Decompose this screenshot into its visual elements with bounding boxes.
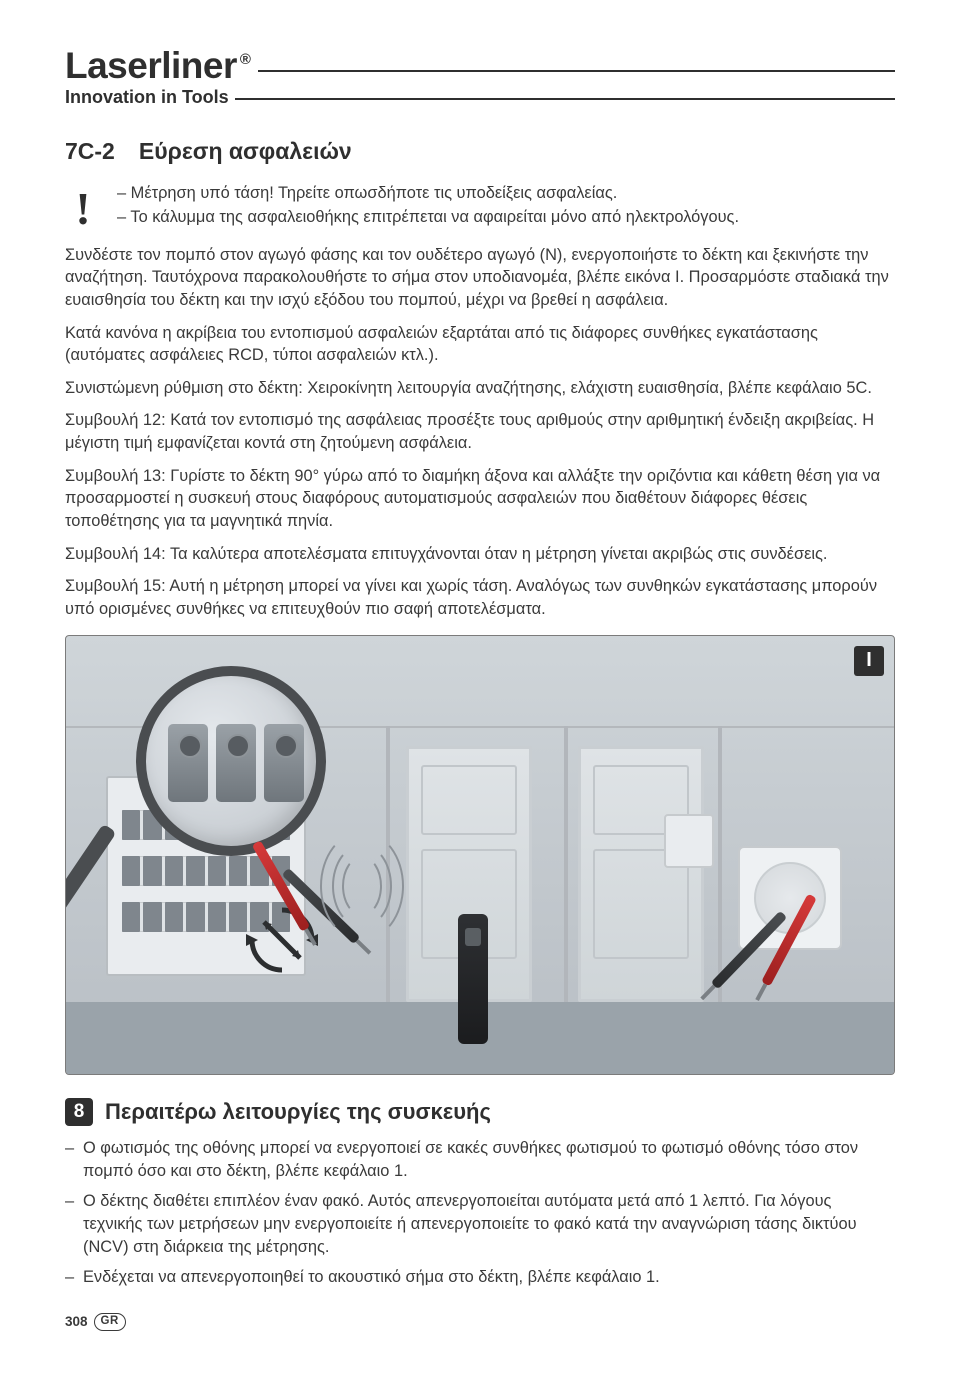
warning-line-2: – Το κάλυμμα της ασφαλειοθήκης επιτρέπετ…	[117, 206, 739, 229]
section-8-title: Περαιτέρω λειτουργίες της συσκευής	[105, 1097, 491, 1127]
body-para-3: Συνιστώμενη ρύθμιση στο δέκτη: Χειροκίνη…	[65, 377, 895, 400]
body-para-6: Συμβουλή 14: Τα καλύτερα αποτελέσματα επ…	[65, 543, 895, 566]
section-code: 7C-2	[65, 136, 115, 168]
brand-header: Laserliner ® Innovation in Tools	[65, 40, 895, 110]
brand-rule	[258, 70, 895, 72]
body-para-1: Συνδέστε τον πομπό στον αγωγό φάσης και …	[65, 244, 895, 312]
list-item: Ενδέχεται να απενεργοποιηθεί το ακουστικ…	[65, 1266, 895, 1289]
body-para-7: Συμβουλή 15: Αυτή η μέτρηση μπορεί να γί…	[65, 575, 895, 620]
registered-icon: ®	[240, 50, 251, 71]
section-8-list: Ο φωτισμός της οθόνης μπορεί να ενεργοπο…	[65, 1137, 895, 1289]
section-8-number: 8	[65, 1098, 93, 1126]
tagline-rule	[235, 98, 895, 100]
figure-i: I	[65, 635, 895, 1075]
page-footer: 308 GR	[65, 1313, 895, 1332]
room-illustration	[66, 636, 894, 1074]
warning-line-1: – Μέτρηση υπό τάση! Τηρείτε οπωσδήποτε τ…	[117, 182, 739, 205]
body-para-4: Συμβουλή 12: Κατά τον εντοπισμό της ασφά…	[65, 409, 895, 454]
magnifier-icon	[136, 666, 326, 856]
wall-switch	[664, 814, 714, 868]
section-7c2-header: 7C-2 Εύρεση ασφαλειών	[65, 136, 895, 168]
receiver-device	[458, 914, 488, 1044]
section-title: Εύρεση ασφαλειών	[139, 136, 352, 168]
body-para-5: Συμβουλή 13: Γυρίστε το δέκτη 90° γύρω α…	[65, 465, 895, 533]
rotate-arrows-icon	[246, 904, 318, 976]
list-item: Ο δέκτης διαθέτει επιπλέον έναν φακό. Αυ…	[65, 1190, 895, 1258]
page-number: 308	[65, 1313, 88, 1332]
body-para-2: Κατά κανόνα η ακρίβεια του εντοπισμού ασ…	[65, 322, 895, 367]
language-pill: GR	[94, 1313, 126, 1331]
warning-block: ! – Μέτρηση υπό τάση! Τηρείτε οπωσδήποτε…	[65, 182, 895, 232]
exclamation-icon: !	[65, 182, 101, 232]
brand-name: Laserliner	[65, 40, 237, 91]
list-item: Ο φωτισμός της οθόνης μπορεί να ενεργοπο…	[65, 1137, 895, 1182]
section-8-header: 8 Περαιτέρω λειτουργίες της συσκευής	[65, 1097, 895, 1127]
